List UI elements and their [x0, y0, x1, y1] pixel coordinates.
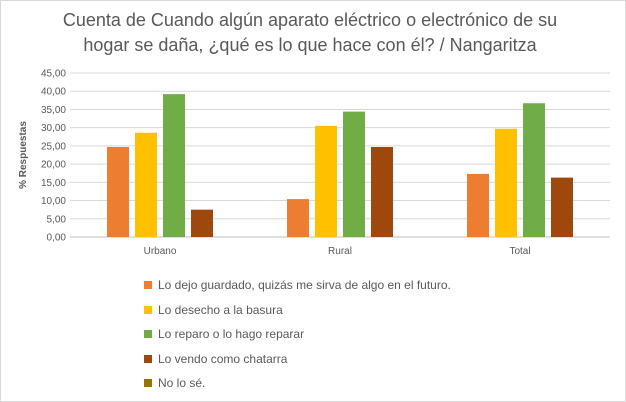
bar: [135, 132, 157, 237]
legend-label: Lo vendo como chatarra: [158, 351, 288, 366]
legend-label: Lo reparo o lo hago reparar: [158, 327, 305, 342]
bar: [551, 177, 573, 237]
bar: [343, 111, 365, 237]
y-tick-label: 45,00: [41, 69, 66, 80]
legend-swatch: [144, 281, 152, 290]
legend-item: No lo sé.: [144, 371, 451, 396]
chart-title: Cuenta de Cuando algún aparato eléctrico…: [62, 10, 558, 55]
bar: [191, 209, 213, 237]
bar: [107, 146, 129, 237]
chart-legend: Lo dejo guardado, quizás me sirva de alg…: [144, 273, 451, 396]
bar: [287, 199, 309, 237]
y-tick-label: 25,00: [41, 141, 66, 152]
y-tick-label: 15,00: [41, 178, 66, 189]
legend-item: Lo dejo guardado, quizás me sirva de alg…: [144, 273, 451, 298]
legend-swatch: [144, 354, 152, 363]
legend-item: Lo desecho a la basura: [144, 298, 451, 323]
y-tick-label: 40,00: [41, 87, 66, 98]
y-tick-label: 5,00: [47, 214, 67, 225]
bar: [371, 146, 393, 237]
y-tick-label: 20,00: [41, 160, 66, 171]
legend-item: Lo vendo como chatarra: [144, 347, 451, 372]
y-tick-label: 10,00: [41, 196, 66, 207]
legend-swatch: [144, 305, 152, 314]
x-tick-label: Rural: [328, 246, 352, 257]
y-tick-label: 35,00: [41, 105, 66, 116]
legend-swatch: [144, 379, 152, 388]
y-tick-label: 30,00: [41, 123, 66, 134]
y-tick-label: 0,00: [47, 233, 67, 244]
legend-swatch: [144, 330, 152, 339]
bar: [467, 173, 489, 237]
legend-label: Lo desecho a la basura: [158, 302, 283, 317]
y-axis-label: % Respuestas: [18, 121, 29, 189]
bar: [495, 128, 517, 237]
x-tick-label: Total: [509, 246, 530, 257]
legend-item: Lo reparo o lo hago reparar: [144, 322, 451, 347]
x-tick-label: Urbano: [144, 246, 177, 257]
legend-label: No lo sé.: [158, 376, 206, 391]
bar: [315, 125, 337, 237]
bar: [163, 94, 185, 237]
bar: [523, 103, 545, 237]
legend-label: Lo dejo guardado, quizás me sirva de alg…: [158, 278, 451, 293]
